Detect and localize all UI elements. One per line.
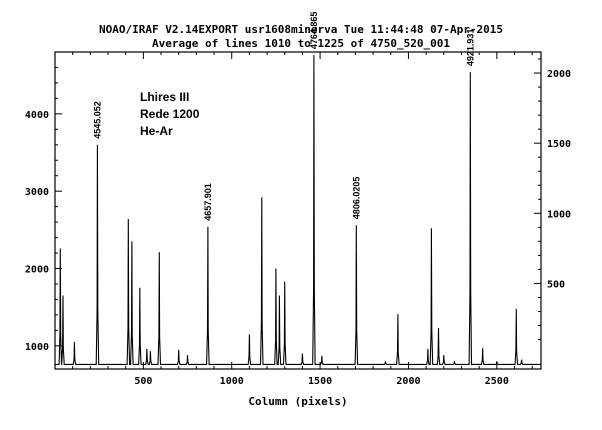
x-tick-label: 1500 [308, 376, 332, 387]
y-left-tick-label: 2000 [25, 264, 49, 275]
spectral-line-label: 4921.931 [465, 29, 475, 67]
x-tick-label: 2500 [485, 376, 509, 387]
spectral-line-label: 4657.901 [203, 183, 213, 221]
y-right-tick-label: 2000 [547, 69, 571, 80]
chart-title: NOAO/IRAF V2.14EXPORT usr1608minerva Tue… [99, 23, 503, 36]
x-tick-label: 1000 [220, 376, 244, 387]
x-tick-label: 500 [134, 376, 152, 387]
axis-tick-labels: 500 1000 1500 2000 2500 1000 2000 3000 4000 500 10… [25, 69, 571, 387]
plot-frame [54, 51, 542, 370]
chart-subtitle: Average of lines 1010 to 1225 of 4750_52… [152, 37, 450, 50]
axis-ticks [55, 52, 541, 369]
spectral-line-label: 4545.052 [92, 101, 102, 139]
spectral-line-labels: 4545.052 4657.901 4764.865 4806.0205 4921.93… [92, 12, 475, 221]
spectral-line-label: 4806.0205 [351, 177, 361, 220]
annotation-instrument: Lhires III [140, 90, 189, 104]
y-right-tick-label: 500 [547, 279, 565, 290]
y-right-tick-label: 1000 [547, 209, 571, 220]
spectral-line-label: 4764.865 [309, 12, 319, 50]
x-axis-label: Column (pixels) [248, 395, 347, 408]
y-left-tick-label: 1000 [25, 342, 49, 353]
annotation-grating: Rede 1200 [140, 107, 200, 121]
annotation-lamp: He-Ar [140, 124, 173, 138]
x-tick-label: 2000 [396, 376, 420, 387]
y-left-tick-label: 4000 [25, 110, 49, 121]
y-right-tick-label: 1500 [547, 139, 571, 150]
spectrum-series-line [55, 55, 541, 365]
y-left-tick-label: 3000 [25, 187, 49, 198]
